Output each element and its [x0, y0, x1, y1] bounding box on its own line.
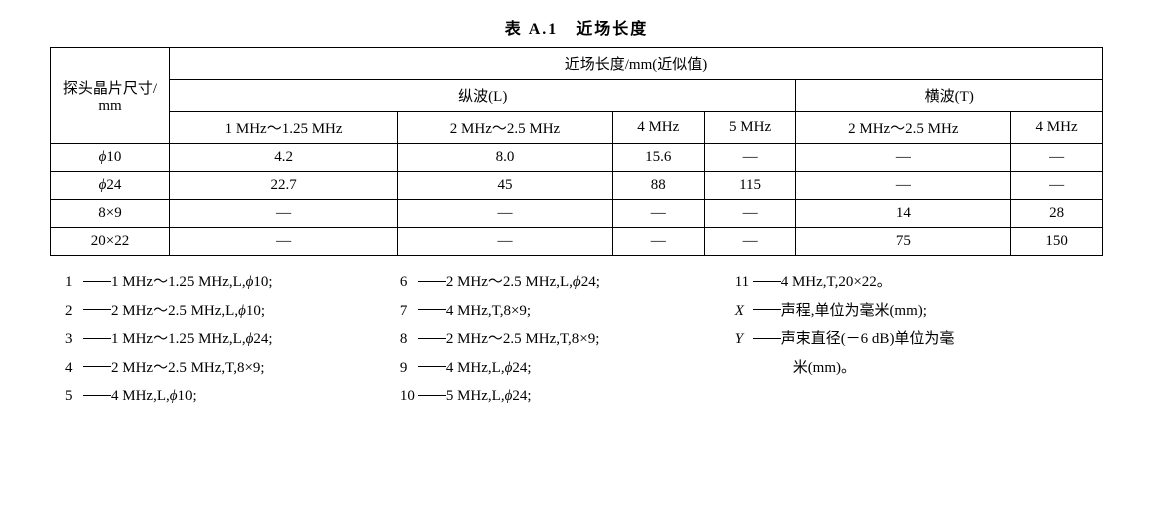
cell: 4.2	[170, 144, 398, 172]
legend-item: 31 MHz～1.25 MHz,L,ϕ24;	[65, 325, 400, 354]
header-longitudinal: 纵波(L)	[170, 80, 796, 112]
table-row: ϕ10 4.2 8.0 15.6 — — —	[51, 144, 1103, 172]
legend: 11 MHz～1.25 MHz,L,ϕ10;22 MHz～2.5 MHz,L,ϕ…	[50, 268, 1103, 411]
cell: —	[398, 200, 613, 228]
cell-size: 20×22	[51, 228, 170, 256]
cell: 28	[1011, 200, 1103, 228]
table-row: 20×22 — — — — 75 150	[51, 228, 1103, 256]
legend-item: 22 MHz～2.5 MHz,L,ϕ10;	[65, 297, 400, 326]
cell: —	[170, 200, 398, 228]
legend-item: 114 MHz,T,20×22。	[735, 268, 1103, 297]
cell: 75	[796, 228, 1011, 256]
header-nearfield: 近场长度/mm(近似值)	[170, 48, 1103, 80]
nearfield-table: 探头晶片尺寸/ mm 近场长度/mm(近似值) 纵波(L) 横波(T) 1 MH…	[50, 47, 1103, 256]
col-L3: 4 MHz	[612, 112, 704, 144]
cell: —	[398, 228, 613, 256]
cell: —	[704, 228, 796, 256]
cell-size: ϕ10	[51, 144, 170, 172]
cell: —	[612, 228, 704, 256]
cell: —	[704, 200, 796, 228]
cell: —	[1011, 172, 1103, 200]
legend-item: Y声束直径(－6 dB)单位为毫	[735, 325, 1103, 354]
cell: 88	[612, 172, 704, 200]
header-transverse: 横波(T)	[796, 80, 1103, 112]
legend-col-2: 62 MHz～2.5 MHz,L,ϕ24;74 MHz,T,8×9;82 MHz…	[400, 268, 735, 411]
cell: —	[1011, 144, 1103, 172]
legend-item: 74 MHz,T,8×9;	[400, 297, 735, 326]
legend-item: 米(mm)。	[735, 354, 1103, 383]
cell: 45	[398, 172, 613, 200]
cell: —	[170, 228, 398, 256]
legend-item: 94 MHz,L,ϕ24;	[400, 354, 735, 383]
cell: —	[704, 144, 796, 172]
cell: 150	[1011, 228, 1103, 256]
legend-item: X声程,单位为毫米(mm);	[735, 297, 1103, 326]
cell: 15.6	[612, 144, 704, 172]
col-L4: 5 MHz	[704, 112, 796, 144]
legend-item: 11 MHz～1.25 MHz,L,ϕ10;	[65, 268, 400, 297]
col-L2: 2 MHz～2.5 MHz	[398, 112, 613, 144]
cell-size: ϕ24	[51, 172, 170, 200]
table-caption: 表 A.1 近场长度	[50, 15, 1103, 39]
cell-size: 8×9	[51, 200, 170, 228]
legend-item: 62 MHz～2.5 MHz,L,ϕ24;	[400, 268, 735, 297]
legend-col-1: 11 MHz～1.25 MHz,L,ϕ10;22 MHz～2.5 MHz,L,ϕ…	[65, 268, 400, 411]
cell: —	[796, 144, 1011, 172]
col-L1: 1 MHz～1.25 MHz	[170, 112, 398, 144]
col-T2: 4 MHz	[1011, 112, 1103, 144]
table-row: ϕ24 22.7 45 88 115 — —	[51, 172, 1103, 200]
legend-item: 105 MHz,L,ϕ24;	[400, 382, 735, 411]
legend-item: 54 MHz,L,ϕ10;	[65, 382, 400, 411]
legend-item: 82 MHz～2.5 MHz,T,8×9;	[400, 325, 735, 354]
header-probe-size: 探头晶片尺寸/ mm	[51, 48, 170, 144]
cell: 115	[704, 172, 796, 200]
cell: —	[796, 172, 1011, 200]
table-row: 8×9 — — — — 14 28	[51, 200, 1103, 228]
cell: 8.0	[398, 144, 613, 172]
legend-item: 42 MHz～2.5 MHz,T,8×9;	[65, 354, 400, 383]
col-T1: 2 MHz～2.5 MHz	[796, 112, 1011, 144]
cell: —	[612, 200, 704, 228]
cell: 14	[796, 200, 1011, 228]
legend-col-3: 114 MHz,T,20×22。X声程,单位为毫米(mm);Y声束直径(－6 d…	[735, 268, 1103, 411]
cell: 22.7	[170, 172, 398, 200]
